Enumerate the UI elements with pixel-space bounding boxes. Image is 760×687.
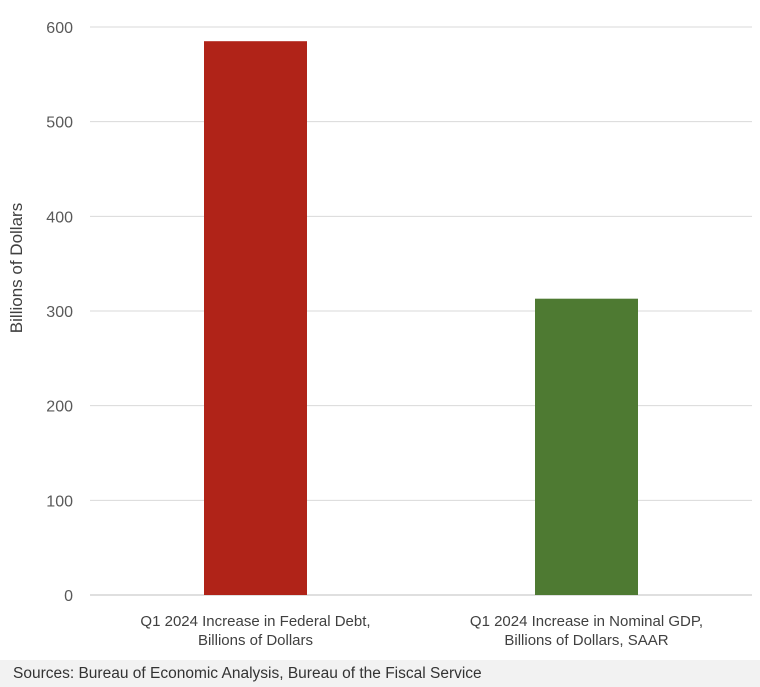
source-note: Sources: Bureau of Economic Analysis, Bu…	[13, 665, 482, 682]
bar-2	[535, 298, 638, 595]
x-category-label: Q1 2024 Increase in Federal Debt,	[140, 613, 370, 630]
source-footer	[0, 660, 760, 687]
y-tick-label: 100	[46, 493, 73, 510]
y-axis-title: Billions of Dollars	[7, 203, 26, 333]
y-tick-label: 400	[46, 209, 73, 226]
bars	[204, 41, 638, 595]
x-category-label: Q1 2024 Increase in Nominal GDP,	[470, 613, 703, 630]
bar-1	[204, 41, 307, 595]
y-tick-label: 300	[46, 304, 73, 321]
y-tick-label: 600	[46, 20, 73, 37]
y-axis-ticks: 0 100 200 300 400 500 600	[46, 20, 73, 605]
gridlines	[90, 26, 752, 596]
x-axis-categories: Q1 2024 Increase in Federal Debt, Billion…	[140, 613, 703, 649]
x-category-label: Billions of Dollars, SAAR	[504, 632, 668, 649]
x-category-label: Billions of Dollars	[198, 632, 313, 649]
y-tick-label: 500	[46, 115, 73, 132]
y-tick-label: 200	[46, 399, 73, 416]
y-tick-label: 0	[64, 588, 73, 605]
